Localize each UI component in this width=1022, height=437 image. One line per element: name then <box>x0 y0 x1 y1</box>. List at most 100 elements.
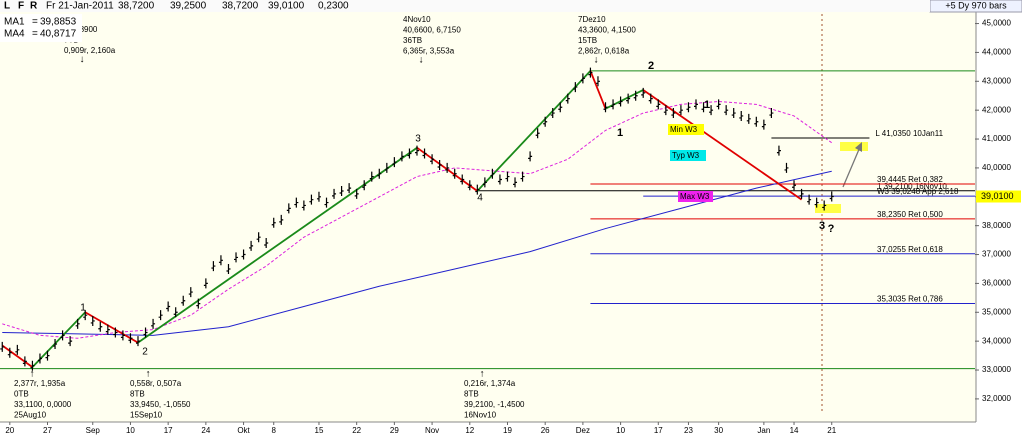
wave-label: 2 <box>142 347 148 358</box>
price-bar <box>362 180 367 191</box>
legend-value: 39,8853 <box>40 17 77 28</box>
price-bar <box>452 168 457 179</box>
price-bar <box>595 76 600 87</box>
y-tick-label: 45,0000 <box>982 19 1011 28</box>
price-bar <box>279 214 284 225</box>
price-bar <box>588 67 593 78</box>
price-bar <box>45 350 50 361</box>
zigzag-segment <box>605 89 644 110</box>
pivot-note: 2,862r, 0,618a <box>578 47 630 56</box>
price-bar <box>497 174 502 185</box>
price-bar <box>98 321 103 332</box>
price-bar <box>68 336 73 347</box>
pivot-note: 8TB <box>130 390 145 399</box>
price-bar <box>648 93 653 104</box>
pivot-note: 0,909r, 2,160a <box>64 46 116 55</box>
price-bar <box>633 90 638 101</box>
pivot-note: 15TB <box>578 36 597 45</box>
price-bar <box>430 154 435 165</box>
header-field: Fr 21-Jan-2011 <box>46 1 114 12</box>
x-tick-label: Sep <box>86 426 101 435</box>
price-bar <box>535 128 540 139</box>
w3-label: Typ W3 <box>672 151 700 160</box>
legend-eq: = <box>32 17 38 28</box>
price-bar <box>30 360 35 371</box>
price-bar <box>618 96 623 107</box>
y-tick-label: 32,0000 <box>982 394 1011 403</box>
pivot-arrow: ↓ <box>419 55 424 66</box>
x-tick-label: 22 <box>352 426 361 435</box>
header-field: R <box>30 1 38 12</box>
price-bar <box>354 188 359 199</box>
price-bar <box>37 353 42 364</box>
price-bar <box>543 116 548 127</box>
price-bar <box>339 186 344 197</box>
price-bar <box>196 298 201 309</box>
price-bar <box>807 194 812 205</box>
x-tick-label: 17 <box>654 426 663 435</box>
price-bar <box>294 197 299 208</box>
price-bar <box>656 99 661 110</box>
price-bar <box>256 232 261 243</box>
price-bar <box>309 194 314 205</box>
x-tick-label: 27 <box>43 426 52 435</box>
x-tick-label: 21 <box>827 426 836 435</box>
level-label: 1 39,2100 16Nov10 <box>877 182 947 191</box>
price-bar <box>739 110 744 121</box>
pivot-note: 33,1100, 0,0000 <box>14 400 72 409</box>
price-bar <box>460 174 465 185</box>
price-bar <box>528 151 533 162</box>
pivot-note: 6,365r, 3,553a <box>403 47 455 56</box>
price-bar <box>490 168 495 179</box>
price-bar <box>218 255 223 266</box>
legend-name: MA4 <box>4 29 25 40</box>
y-tick-label: 35,0000 <box>982 307 1011 316</box>
price-bar <box>678 105 683 116</box>
price-bar <box>611 99 616 110</box>
price-bar <box>53 339 58 350</box>
price-bar <box>769 108 774 119</box>
price-bar <box>626 93 631 104</box>
x-tick-label: 17 <box>164 426 173 435</box>
y-tick-label: 40,0000 <box>982 163 1011 172</box>
price-bar <box>113 327 118 338</box>
pivot-note: 2,377r, 1,935a <box>14 379 66 388</box>
price-bar <box>505 171 510 182</box>
moving-average <box>2 170 832 336</box>
price-bar <box>573 82 578 93</box>
price-bar <box>550 108 555 119</box>
price-bar <box>60 330 65 341</box>
x-tick-label: Jan <box>757 426 770 435</box>
moving-average <box>2 101 833 339</box>
w3-label: Min W3 <box>670 125 698 134</box>
price-bar <box>15 344 20 355</box>
pivot-note: 4Nov10 <box>403 15 431 24</box>
price-bar <box>761 119 766 130</box>
wave-label: 3 <box>819 220 825 232</box>
level-label: 37,0255 Ret 0,618 <box>877 245 943 254</box>
price-bar <box>188 287 193 298</box>
y-tick-label: 37,0000 <box>982 250 1011 259</box>
price-bar <box>158 310 163 321</box>
wave-label: 1 <box>80 303 86 314</box>
y-tick-label: 43,0000 <box>982 76 1011 85</box>
level-label: 38,2350 Ret 0,500 <box>877 210 943 219</box>
price-bar <box>135 336 140 347</box>
price-bar <box>792 180 797 191</box>
legend-value: 40,8717 <box>40 29 77 40</box>
x-axis-bg <box>0 422 976 437</box>
x-tick-label: 12 <box>465 426 474 435</box>
price-bar <box>166 301 171 312</box>
axis-bg <box>976 0 1022 437</box>
last-price-label: 39,0100 <box>981 191 1014 201</box>
price-bar <box>143 327 148 338</box>
wave-label: 4 <box>477 193 483 204</box>
price-bar <box>641 87 646 98</box>
pivot-note: 0TB <box>14 390 29 399</box>
w3-box <box>670 150 706 161</box>
price-bar <box>399 151 404 162</box>
legend-name: MA1 <box>4 17 25 28</box>
legend-eq: = <box>32 29 38 40</box>
x-tick-label: 29 <box>390 426 399 435</box>
